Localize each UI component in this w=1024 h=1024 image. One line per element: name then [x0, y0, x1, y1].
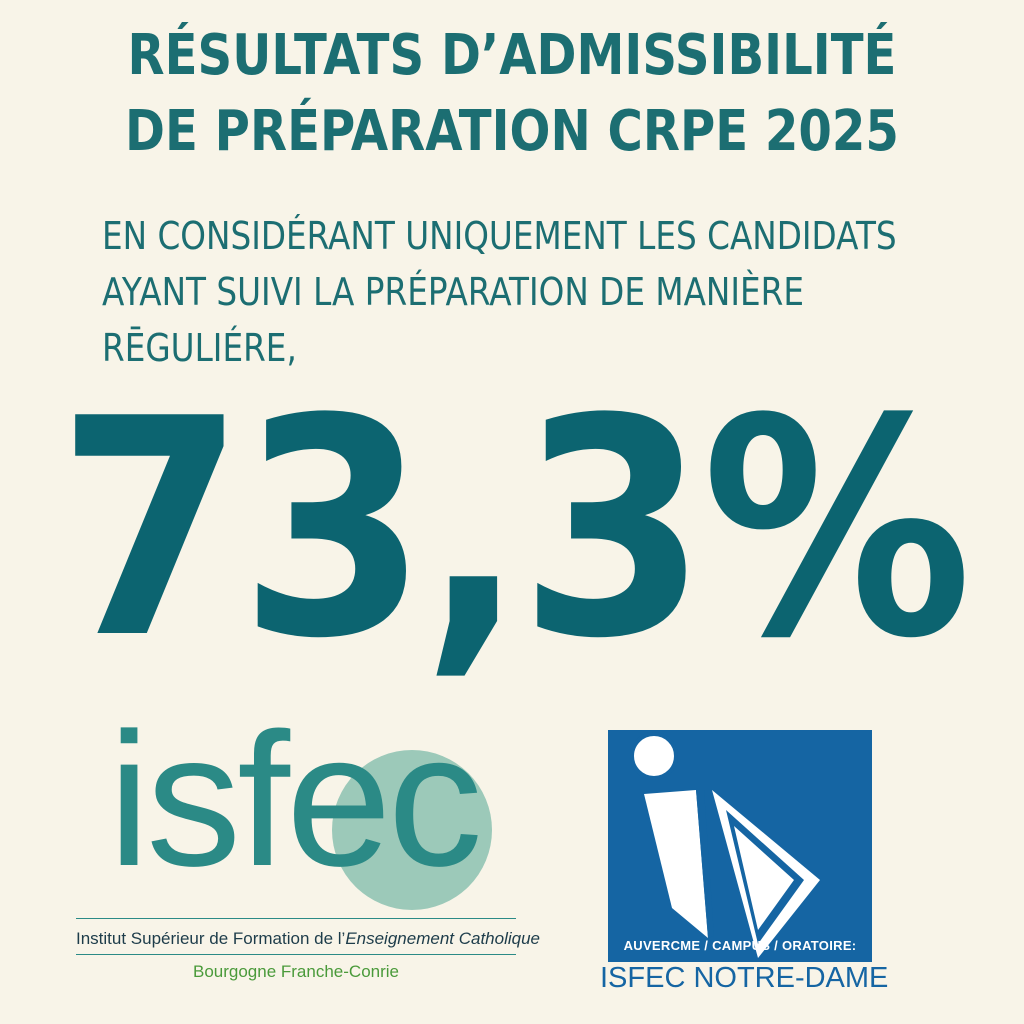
- isfec-circle-shape: [332, 750, 492, 910]
- page-title: RÉSULTATS D’ADMISSIBILITÉ DE PRÉPARATION…: [72, 18, 953, 170]
- isfec-wordmark: isfec: [108, 694, 483, 906]
- isfec-tagline-italic: Enseignement Catholique: [345, 929, 540, 948]
- success-rate: 73,3%: [57, 355, 972, 704]
- title-line-1: RÉSULTATS D’ADMISSIBILITÉ: [127, 23, 897, 88]
- isfec-tagline-prefix: Institut Supérieur de Formation de l’: [76, 929, 346, 948]
- subtitle-line-1: EN CONSIDÉRANT UNIQUEMENT LES CANDIDATS: [102, 214, 897, 258]
- notre-dame-emblem: [608, 730, 872, 962]
- subtitle: EN CONSIDÉRANT UNIQUEMENT LES CANDIDATS …: [102, 208, 897, 376]
- subtitle-line-3: RĒGULIÉRE,: [102, 326, 297, 370]
- notre-dame-name: ISFEC NOTRE-DAME: [600, 962, 889, 994]
- isfec-tagline: Institut Supérieur de Formation de l’Ens…: [76, 929, 540, 949]
- isfec-rule-bottom: [76, 954, 516, 955]
- isfec-region: Bourgogne Franche-Conrie: [192, 962, 399, 981]
- notre-dame-caption: AUVERCME / CAMPUS / ORATOIRE:: [623, 938, 857, 953]
- notre-dame-emblem-icon: [630, 732, 820, 958]
- title-line-2: DE PRÉPARATION CRPE 2025: [125, 99, 899, 164]
- isfec-rule-top: [76, 918, 516, 919]
- subtitle-line-2: AYANT SUIVI LA PRÉPARATION DE MANIÈRE: [102, 270, 805, 314]
